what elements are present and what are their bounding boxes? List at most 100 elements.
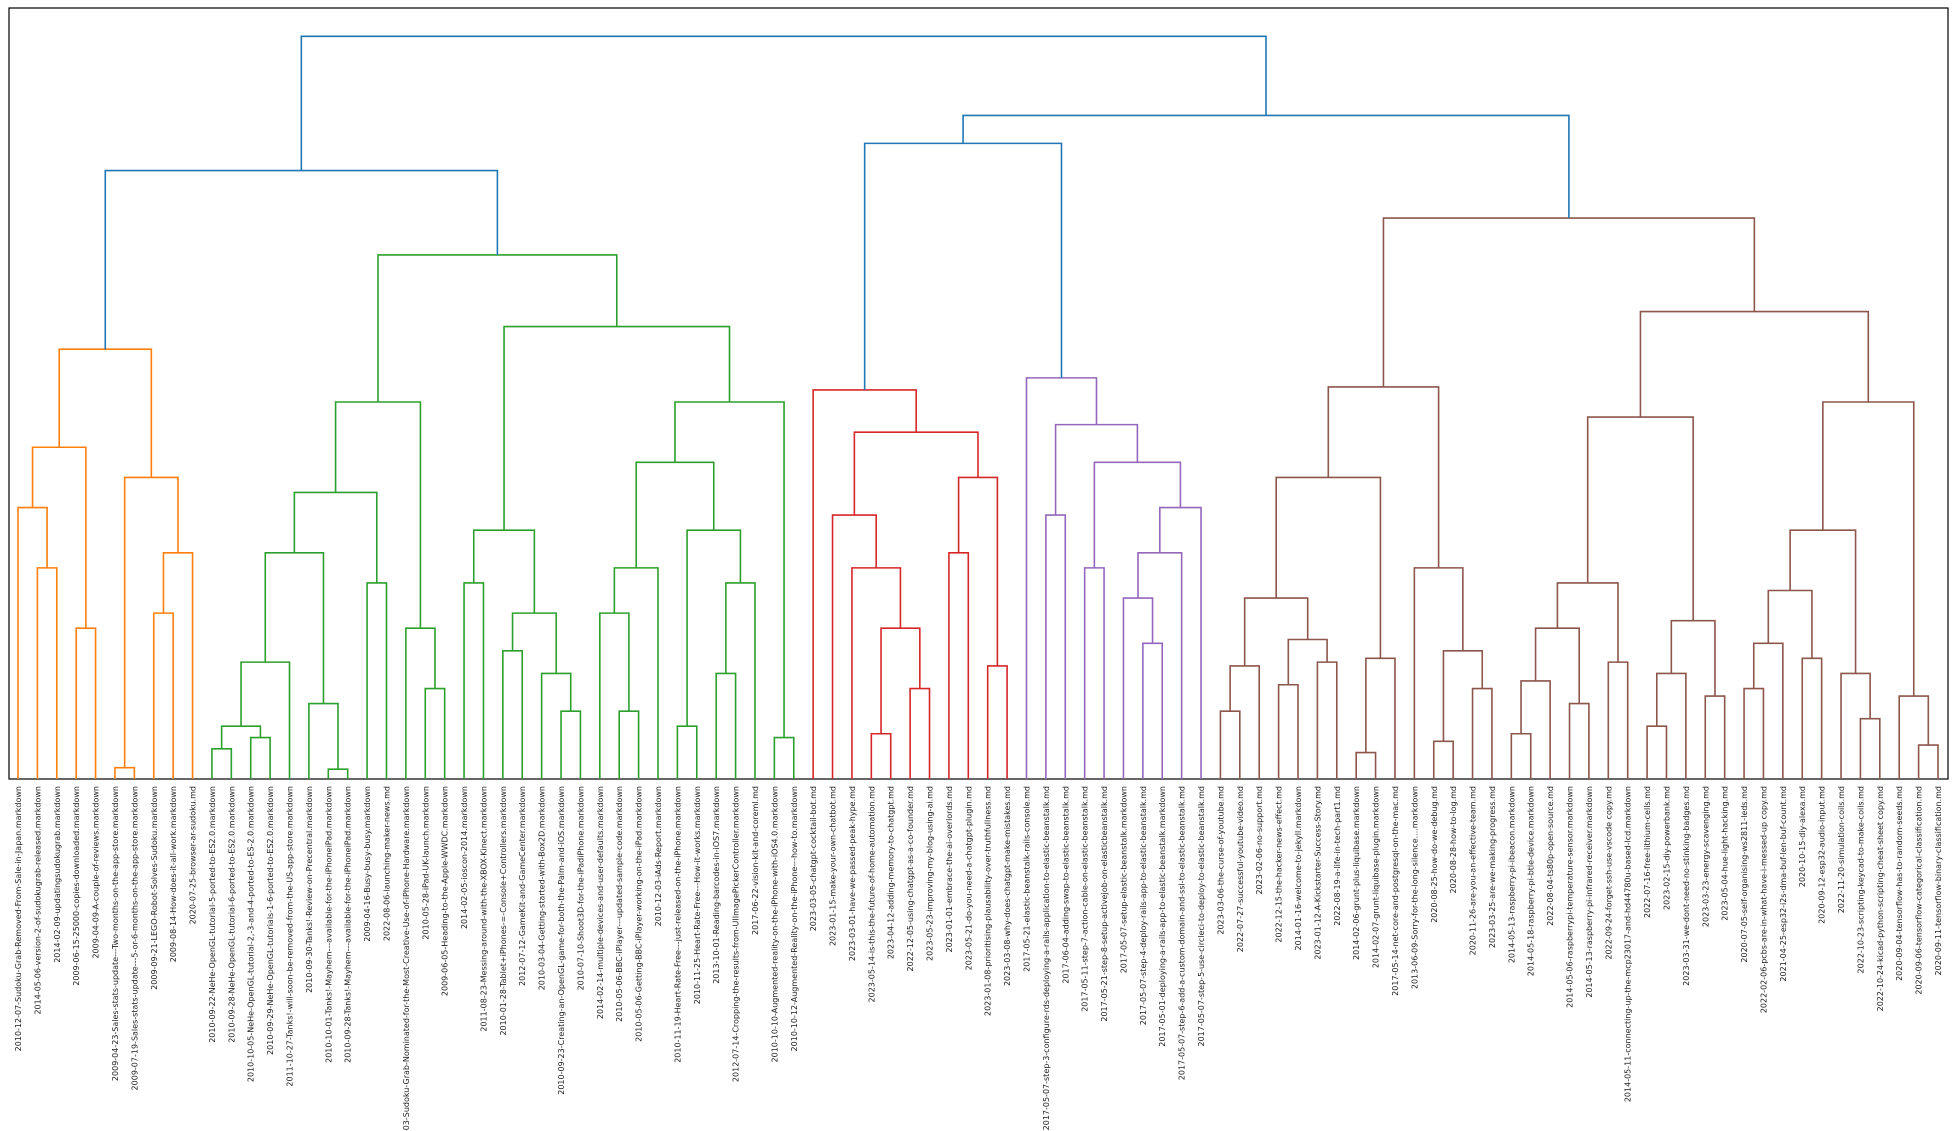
leaf-label: 2023-03-25-are-we-making-progress.md (1488, 786, 1497, 948)
dendrogram-link (870, 732, 892, 779)
leaf-label: 2017-05-21-step-8-setup-activejob-on-ela… (1100, 786, 1109, 1022)
leaf-label: 2023-03-05-chatgpt-cocktail-bot.md (809, 786, 818, 931)
dendrogram-link (725, 582, 756, 779)
leaf-label: 2022-12-15-the-hacker-news-effect.md (1275, 786, 1284, 943)
leaf-label: 2022-07-16-free-lithium-cells.md (1643, 786, 1652, 918)
dendrogram-link (1586, 416, 1694, 621)
dendrogram-link (1670, 619, 1716, 697)
leaf-label: 2009-04-16-Busy-busy-busy.markdown (363, 786, 372, 942)
leaf-label: 2022-08-04-ts80p-open-source.md (1546, 786, 1555, 926)
dendrogram-link (405, 627, 436, 779)
dendrogram-link (334, 401, 422, 629)
leaf-label: 2010-09-28-Tanks!-Mayhem---available-for… (344, 786, 353, 1063)
dendrogram-link (1382, 217, 1756, 387)
dendrogram-link (1704, 695, 1726, 779)
leaf-label: 2017-05-01-deploying-a-rails-app-to-elas… (1158, 786, 1167, 1047)
leaf-label: 2020-07-05-self-organising-ws2811-leds.m… (1740, 786, 1749, 963)
dendrogram-link (560, 710, 582, 779)
leaf-label: 2014-05-06-raspberrypi-temperature-senso… (1566, 786, 1575, 1008)
leaf-label: 2022-09-24-forget-ssh-use-vscode copy.md (1604, 786, 1613, 960)
leaf-label: 2020-11-26-are-you-an-effective-team.md (1469, 786, 1478, 955)
leaf-label: 2023-05-14-is-this-the-future-of-home-au… (867, 786, 876, 1002)
dendrogram-link (1413, 567, 1464, 779)
leaf-label: 2009-04-09-A-couple-of-reviews.markdown (92, 786, 101, 959)
leaf-label: 2017-05-11-step-7-action-cable-on-elasti… (1081, 786, 1090, 1012)
dendrogram-link (1607, 661, 1629, 779)
dendrogram-link (377, 254, 618, 402)
leaf-label: 2023-01-01-embrace-the-ai-overlords.md (945, 786, 954, 953)
dendrogram-link (1556, 582, 1619, 663)
leaf-label: 2009-06-05-Heading-to-the-Apple-WWDC.mar… (441, 786, 450, 996)
leaf-label: 2023-05-23-improving-my-blog-using-ai.md (926, 786, 935, 961)
leaf-label: 2012-07-14-Cropping-the-results-from-UII… (732, 786, 741, 1082)
dendrogram-link (123, 476, 179, 768)
leaf-label: 2023-05-04-hue-light-hacking.md (1721, 786, 1730, 921)
dendrogram-link (715, 672, 737, 779)
leaf-label: 2014-02-05-ioscon-2014.markdown (460, 786, 469, 929)
leaf-label: 2010-03-04-Getting-started-with-Box2D.ma… (538, 786, 547, 990)
dendrogram-link (1159, 506, 1202, 779)
leaf-label: 2014-05-11-connecting-up-the-mcp23017-an… (1624, 786, 1633, 1102)
leaf-label: 2009-09-21-LEGO-Robot-Solves-Sudoku.mark… (150, 786, 159, 990)
dendrogram-link (1917, 744, 1939, 779)
leaf-label: 2020-08-28-how-to-log.md (1449, 786, 1458, 893)
leaf-label: 2010-10-05-NeHe-OpenGL-tutorial-2,-3-and… (247, 786, 256, 1082)
dendrogram-link (1568, 702, 1590, 779)
leaf-label: 2020-09-11-tensorflow-binary-classificat… (1934, 786, 1943, 975)
leaf-label: 2017-05-07-step-5-use-circleci-to-deploy… (1197, 786, 1206, 1047)
leaf-label: 2010-09-30-Tanks!-Review-on-Precentral.m… (305, 786, 314, 993)
leaf-label: 2011-10-27-Tanks!-will-soon-be-removed-f… (286, 786, 295, 1087)
leaf-label: 2020-10-15-diy-alexa.md (1798, 786, 1807, 887)
dendrogram-link (957, 476, 999, 666)
dendrogram-link (1045, 514, 1067, 779)
leaf-label: 2020-09-12-esp32-audio-input.md (1818, 786, 1827, 924)
dendrogram-link (503, 325, 731, 531)
dendrogram-link (1365, 657, 1396, 779)
dendrogram-link (1316, 661, 1338, 779)
dendrogram-link (1520, 680, 1551, 779)
dendrogram-link (327, 768, 349, 779)
dendrogram-link (831, 514, 877, 779)
dendrogram-link (635, 461, 715, 568)
dendrogram-link (686, 529, 742, 727)
leaf-label: 2013-10-01-Reading-barcodes-in-iOS7.mark… (712, 786, 721, 984)
dendrogram-link (986, 665, 1008, 779)
dendrogram-link (599, 612, 630, 779)
dendrogram-link (463, 582, 485, 779)
dendrogram-link (880, 627, 921, 734)
leaf-label: 2023-03-06-the-curse-of-youtube.md (1216, 786, 1225, 935)
dendrogram-link (863, 142, 1063, 390)
leaf-label: 2023-01-12-A-Kickstarter-Success-Story.m… (1313, 786, 1322, 960)
dendrogram-link (1646, 725, 1668, 779)
dendrogram-link (240, 661, 291, 779)
leaf-label: 2010-12-07-Sudoku-Grab-Removed-From-Sale… (14, 786, 23, 1051)
dendrogram-link (502, 650, 524, 779)
dendrogram-link (1789, 529, 1857, 674)
leaf-label: 2023-03-31-we-dont-need-no-stinking-badg… (1682, 786, 1691, 986)
leaf-label: 2022-08-19-a-life-in-tech-part1.md (1333, 786, 1342, 926)
dendrogram-link (540, 672, 572, 779)
dendrogram-link (152, 612, 174, 779)
leaf-label: 2009-06-15-25000-copies-downloaded.markd… (72, 786, 81, 986)
leaf-label: 2022-12-05-using-chatgpt-as-a-co-founder… (906, 786, 915, 971)
leaf-label: 2010-12-03-iAds-Report.markdown (654, 786, 663, 926)
leaf-label: 2010-05-06-BBC-iPlayer---updated-sample-… (615, 786, 624, 1022)
leaf-label: 2023-02-15-diy-powerbank.md (1662, 786, 1671, 910)
leaf-label: 2011-08-23-Messing-around-with-the-XBOX-… (479, 786, 488, 1032)
dendrogram-link (1142, 642, 1164, 779)
dendrogram-link (300, 35, 1267, 171)
leaf-label: 2017-05-21-elastic-beanstalk-rails-conso… (1022, 786, 1031, 972)
dendrogram-link (1025, 377, 1098, 779)
dendrogram-link (1432, 740, 1454, 779)
dendrogram-link (1243, 597, 1309, 666)
dendrogram-link (1471, 687, 1493, 779)
dendrogram-link (853, 431, 979, 516)
dendrogram-link (36, 567, 58, 779)
leaf-label: 2014-02-07-grunt-liquibase-plugin.markdo… (1372, 786, 1381, 968)
leaf-label: 2017-05-07-step-3-configure-rds-deployin… (1042, 786, 1051, 1130)
dendrogram-link (613, 567, 659, 779)
leaf-label: 2010-09-28-NeHe-OpenGL-tutorial-6-ported… (227, 786, 236, 1043)
dendrogram-link (674, 401, 785, 738)
dendrogram-link (1122, 597, 1154, 779)
